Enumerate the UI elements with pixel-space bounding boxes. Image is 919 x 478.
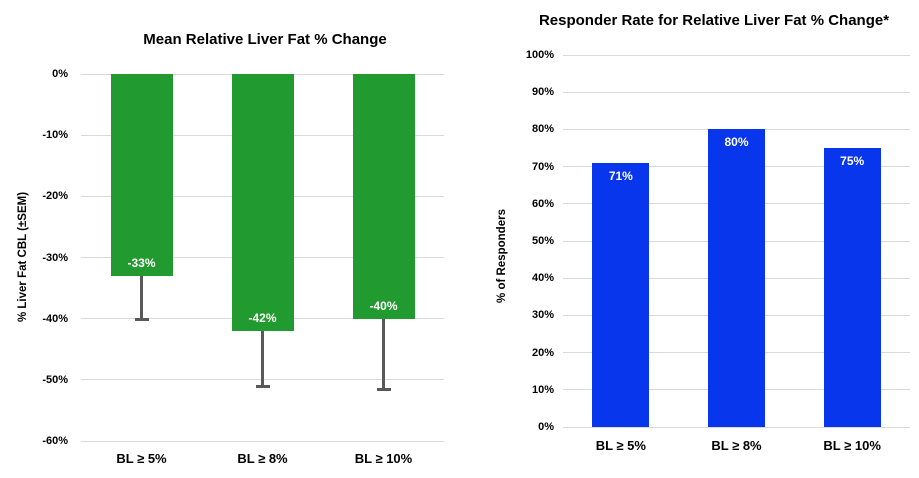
gridline	[81, 379, 444, 381]
y-axis-title: % Liver Fat CBL (±SEM)	[17, 191, 29, 323]
gridline	[563, 128, 910, 130]
y-tick-label: 90%	[531, 86, 554, 99]
y-tick-label: -10%	[42, 129, 68, 142]
gridline	[563, 166, 910, 168]
y-tick-label: 70%	[531, 160, 554, 173]
y-tick-label: 10%	[531, 383, 554, 396]
bar-value-label: -42%	[248, 310, 277, 325]
gridline	[563, 54, 910, 56]
x-category-label: BL ≥ 8%	[237, 451, 288, 466]
error-bar-cap	[134, 317, 149, 321]
y-tick-label: 80%	[531, 123, 554, 136]
y-tick-label: 0%	[52, 68, 68, 80]
y-tick-label: -60%	[42, 435, 68, 447]
gridline	[81, 440, 444, 442]
y-tick-label: 40%	[531, 272, 554, 285]
y-tick-label: 30%	[531, 309, 554, 322]
x-category-label: BL ≥ 8%	[711, 438, 762, 453]
error-bar-line	[261, 330, 264, 386]
gridline	[81, 318, 444, 320]
bar-value-label: -40%	[369, 298, 398, 313]
y-tick-label: -20%	[42, 190, 68, 203]
bar: -42%	[231, 74, 294, 331]
error-bar-cap	[255, 384, 270, 388]
error-bar-line	[140, 275, 143, 319]
error-bar-line	[382, 318, 385, 389]
x-category-label: BL ≥ 5%	[116, 451, 167, 466]
x-category-label: BL ≥ 10%	[823, 438, 881, 453]
y-tick-label: 0%	[538, 421, 554, 433]
gridline	[563, 203, 910, 205]
bar: 71%	[592, 162, 650, 427]
bar: 75%	[823, 148, 881, 427]
bar: -33%	[110, 74, 173, 276]
chart-title: Responder Rate for Relative Liver Fat % …	[538, 12, 890, 29]
gridline	[563, 389, 910, 391]
gridline	[81, 134, 444, 136]
gridline	[563, 352, 910, 354]
bar-value-label: 75%	[840, 154, 865, 168]
y-tick-label: 60%	[531, 197, 554, 210]
gridline	[81, 195, 444, 197]
chart-title: Mean Relative Liver Fat % Change	[143, 31, 387, 48]
y-tick-label: 100%	[525, 49, 554, 61]
bar-value-label: 71%	[608, 168, 633, 183]
bar: -40%	[352, 74, 415, 319]
error-bar-cap	[376, 388, 391, 391]
y-tick-label: -30%	[42, 251, 68, 264]
bar-value-label: -33%	[127, 255, 156, 270]
x-category-label: BL ≥ 5%	[595, 438, 646, 453]
gridline	[563, 91, 910, 93]
y-axis-title: % of Responders	[496, 209, 508, 303]
y-tick-label: 50%	[531, 235, 554, 247]
gridline	[81, 73, 444, 75]
gridline	[563, 277, 910, 279]
bar: 80%	[708, 129, 765, 427]
gridline	[563, 240, 910, 242]
x-category-label: BL ≥ 10%	[354, 451, 413, 466]
y-tick-label: -50%	[42, 373, 68, 386]
gridline	[81, 257, 444, 258]
gridline	[563, 314, 910, 316]
gridline	[563, 426, 910, 428]
y-tick-label: 20%	[531, 346, 554, 359]
bar-value-label: 80%	[724, 135, 749, 150]
y-tick-label: -40%	[42, 312, 68, 325]
